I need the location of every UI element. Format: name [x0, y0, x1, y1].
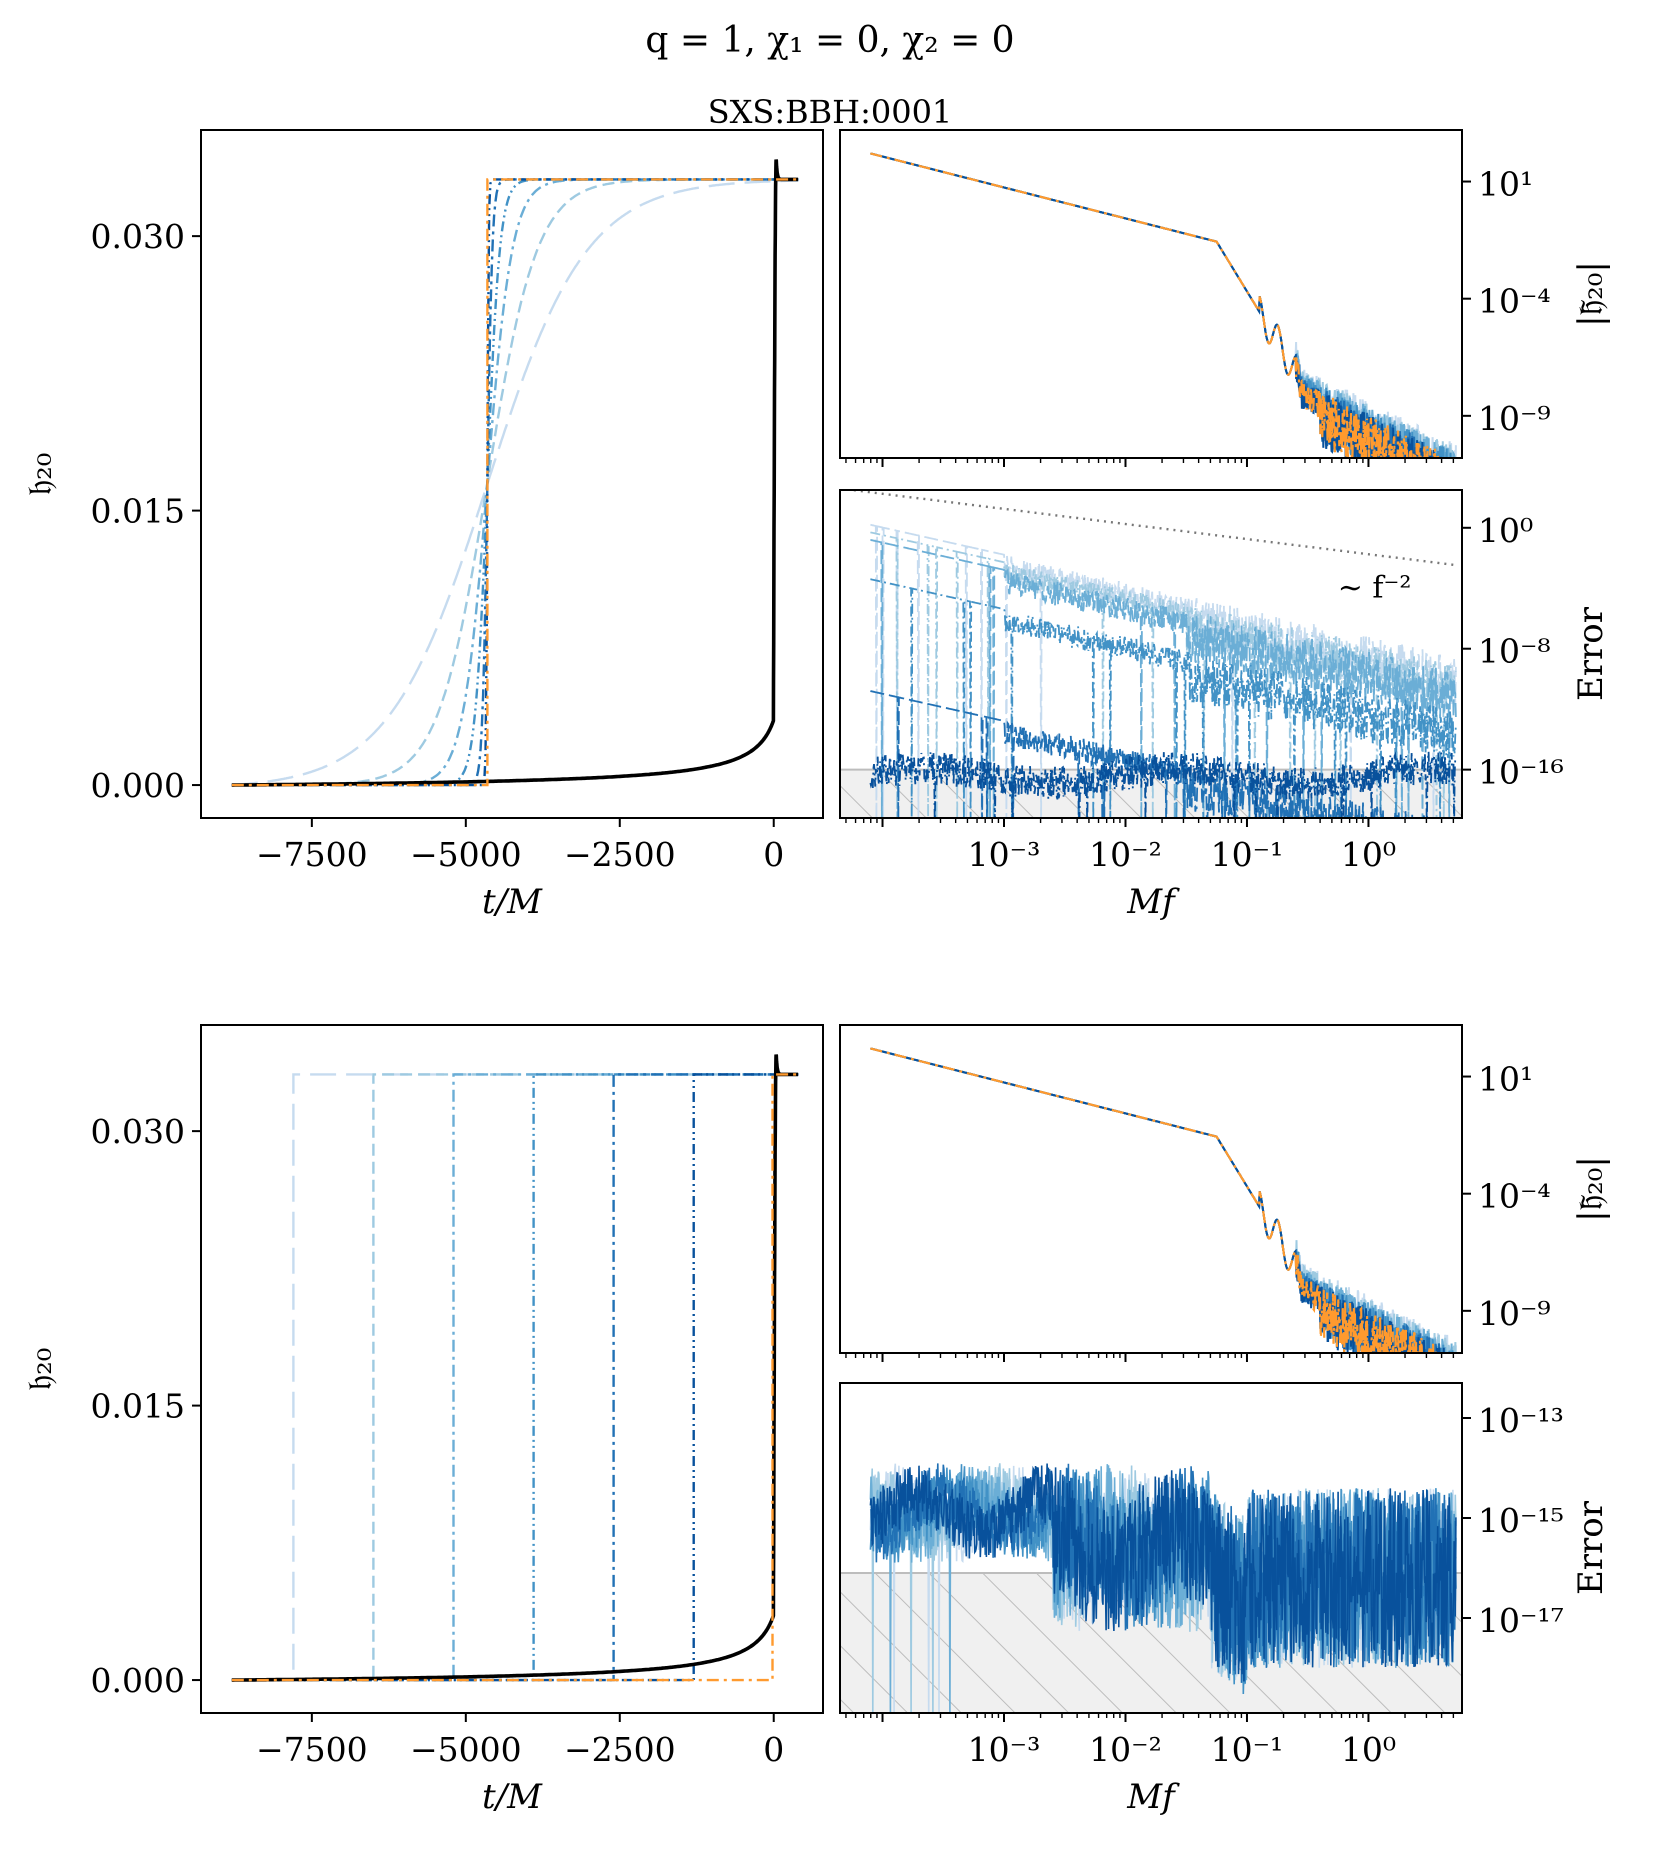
- y-axis-label: 𝔥₂₀: [20, 453, 60, 496]
- error-line-width-1000: [870, 539, 1457, 818]
- spectrum-line: [869, 1047, 1443, 1353]
- series-line-window-width-200: [231, 178, 799, 787]
- bottom-spectrum-panel: 10¹ 10⁻⁴ 10⁻⁹ |𝔥̃₂₀|: [839, 1024, 1611, 1362]
- series-line-step-at--5200: [231, 1073, 799, 1682]
- y-tick-label: 10¹: [1478, 1060, 1533, 1099]
- figure-title: q = 1, χ₁ = 0, χ₂ = 0: [645, 20, 1014, 61]
- series-group: [231, 159, 799, 787]
- x-tick-label: 10⁻¹: [1211, 835, 1284, 874]
- y-tick-label: 0.000: [91, 1661, 185, 1700]
- x-tick-label: 0: [763, 1730, 784, 1769]
- y-axis-label: 𝔥₂₀: [20, 1348, 60, 1391]
- series-group: [231, 1054, 799, 1682]
- top-time-domain-panel: −7500 −5000 −2500 0 0.000 0.015 0.030 t/M 𝔥₂₀: [20, 129, 824, 922]
- y-tick-label: 10⁻⁴: [1478, 282, 1551, 321]
- x-tick-label: 10⁻³: [968, 835, 1041, 874]
- y-axis-label: Error: [1571, 606, 1611, 701]
- x-tick-label: −2500: [564, 1730, 676, 1769]
- y-tick-label: 0.030: [91, 217, 185, 256]
- y-tick-label: 10¹: [1478, 165, 1533, 204]
- x-tick-label: 0: [763, 835, 784, 874]
- series-line-memory: [231, 159, 799, 787]
- y-tick-label: 0.015: [91, 492, 185, 531]
- y-tick-label: 10⁻¹³: [1478, 1401, 1564, 1440]
- series-line-step-at--7800: [231, 1073, 799, 1682]
- x-axis-label: t/M: [482, 882, 543, 922]
- top-error-panel: ∼ f⁻² 10⁻³ 10⁻² 10⁻¹ 10⁰ Mf 10⁰ 10⁻⁸ 10⁻¹⁶ Error: [839, 489, 1611, 922]
- series-line-step-at-merger: [231, 1073, 799, 1682]
- reference-slope-label: ∼ f⁻²: [1338, 570, 1412, 605]
- figure-subtitle: SXS:BBH:0001: [708, 93, 953, 131]
- series-line-step: [231, 178, 799, 787]
- x-tick-label: −5000: [410, 1730, 522, 1769]
- x-axis-label: Mf: [1126, 1777, 1180, 1817]
- error-line-width-50: [869, 751, 1457, 818]
- y-tick-label: 10⁻¹⁵: [1478, 1501, 1564, 1540]
- error-line: [869, 1463, 1457, 1682]
- series-line-window-width-4000: [231, 179, 799, 787]
- series-line-step-at--1300: [231, 1073, 799, 1682]
- axes-frame: [839, 129, 1463, 459]
- axes-frame: [839, 489, 1463, 819]
- x-axis-label: t/M: [482, 1777, 543, 1817]
- x-tick-label: 10⁰: [1341, 835, 1396, 874]
- x-tick-label: −7500: [256, 1730, 368, 1769]
- axes-frame: [200, 1024, 824, 1714]
- x-tick-label: 10⁻²: [1089, 1730, 1162, 1769]
- series-line-window-width-2000: [231, 178, 799, 787]
- y-tick-label: 10⁻⁸: [1478, 632, 1551, 671]
- series-group: [840, 1463, 1462, 1713]
- top-spectrum-panel: 10¹ 10⁻⁴ 10⁻⁹ |𝔥̃₂₀|: [839, 129, 1611, 467]
- bottom-time-domain-panel: −7500 −5000 −2500 0 0.000 0.015 0.030 t/M 𝔥₂₀: [20, 1024, 824, 1817]
- y-tick-label: 10⁻⁴: [1478, 1177, 1551, 1216]
- x-axis-label: Mf: [1126, 882, 1180, 922]
- axes-frame: [839, 1024, 1463, 1354]
- y-tick-label: 0.015: [91, 1387, 185, 1426]
- series-line-window-width-1000: [231, 178, 799, 787]
- y-axis-label: Error: [1571, 1500, 1611, 1595]
- y-axis-label: |𝔥̃₂₀|: [1571, 261, 1611, 327]
- series-group: [840, 490, 1462, 818]
- series-line-step-at--2600: [231, 1073, 799, 1682]
- series-group: [869, 1047, 1457, 1353]
- error-line-width-500: [870, 578, 1457, 818]
- y-tick-label: 10⁻⁹: [1478, 399, 1551, 438]
- x-tick-label: 10⁻¹: [1211, 1730, 1284, 1769]
- series-line-window-width-500: [231, 178, 799, 787]
- spectrum-line: [869, 152, 1440, 458]
- axes-frame: [839, 1382, 1463, 1714]
- x-tick-label: −2500: [564, 835, 676, 874]
- y-tick-label: 10⁻¹⁶: [1478, 753, 1564, 792]
- x-tick-label: 10⁰: [1341, 1730, 1396, 1769]
- x-tick-label: 10⁻²: [1089, 835, 1162, 874]
- y-tick-label: 0.000: [91, 766, 185, 805]
- x-tick-label: 10⁻³: [968, 1730, 1041, 1769]
- y-tick-label: 10⁰: [1478, 511, 1533, 550]
- y-tick-label: 10⁻⁹: [1478, 1294, 1551, 1333]
- series-line-window-width-50: [231, 178, 799, 787]
- series-group: [869, 152, 1457, 458]
- axes-frame: [200, 129, 824, 819]
- y-tick-label: 0.030: [91, 1112, 185, 1151]
- x-tick-label: −7500: [256, 835, 368, 874]
- series-line-memory: [231, 1054, 799, 1682]
- y-axis-label: |𝔥̃₂₀|: [1571, 1156, 1611, 1222]
- y-tick-label: 10⁻¹⁷: [1478, 1601, 1564, 1640]
- series-line-step-at--3900: [231, 1073, 799, 1682]
- x-tick-label: −5000: [410, 835, 522, 874]
- series-line-step-at--6500: [231, 1073, 799, 1682]
